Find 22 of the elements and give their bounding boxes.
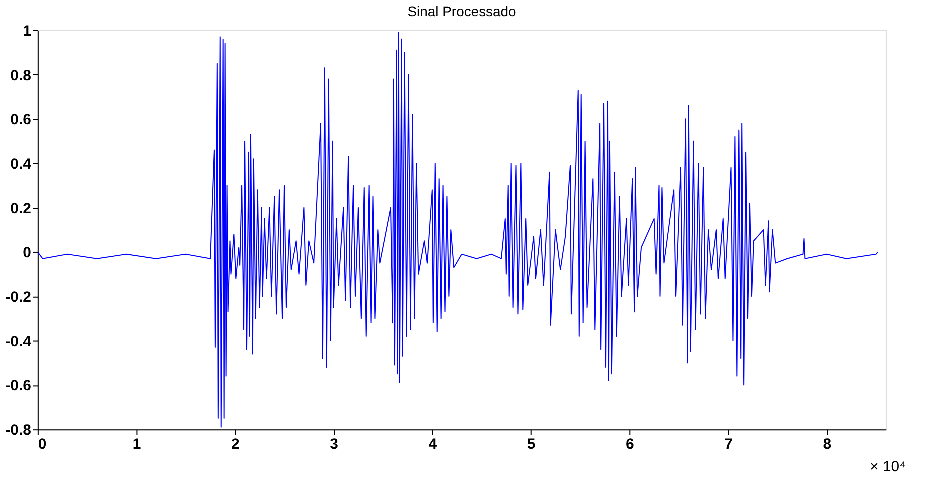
x-tick-label: 4 — [428, 436, 438, 454]
x-tick-label: 6 — [626, 436, 634, 454]
line-series — [38, 32, 879, 428]
y-tick-label: 0 — [23, 244, 32, 262]
y-tick-label: -0.4 — [6, 333, 32, 350]
y-tick-label: 0.4 — [10, 156, 32, 173]
y-tick-label: 1 — [23, 22, 32, 40]
y-tick-label: 0.6 — [10, 112, 32, 129]
x-tick-label: 8 — [823, 436, 832, 454]
x-tick-label: 7 — [724, 436, 733, 454]
x-tick-label: 0 — [38, 436, 47, 454]
y-tick-label: -0.8 — [6, 422, 32, 440]
text: × 10⁴ — [870, 458, 906, 476]
x-tick-label: 5 — [527, 436, 536, 454]
x-tick-label: 2 — [232, 436, 240, 454]
y-tick-label: 0.2 — [10, 200, 32, 218]
y-tick-label: -0.2 — [6, 289, 32, 306]
y-tick-label: 0.8 — [10, 67, 32, 84]
y-tick-label: -0.6 — [6, 378, 32, 395]
x-tick-label: 1 — [132, 436, 142, 454]
chart-title: Sinal Processado — [408, 3, 517, 20]
x-tick-label: 3 — [330, 436, 338, 454]
